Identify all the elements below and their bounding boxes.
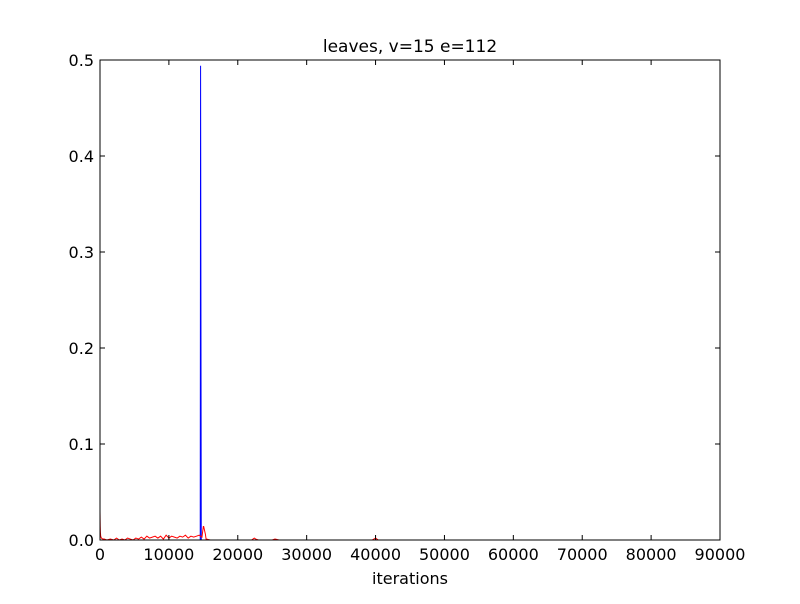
x-tick-label: 40000 <box>350 545 401 564</box>
x-tick-label: 0 <box>95 545 105 564</box>
x-axis-label: iterations <box>372 569 448 588</box>
x-tick-label: 50000 <box>419 545 470 564</box>
x-tick-label: 20000 <box>212 545 263 564</box>
x-tick-label: 90000 <box>695 545 746 564</box>
chart-title: leaves, v=15 e=112 <box>323 37 497 57</box>
y-tick-label: 0.5 <box>69 51 94 70</box>
x-tick-label: 70000 <box>557 545 608 564</box>
x-tick-label: 30000 <box>281 545 332 564</box>
x-axis-ticks: 0 10000 20000 30000 40000 50000 60000 70000 8000… <box>95 60 746 564</box>
x-tick-label: 10000 <box>143 545 194 564</box>
y-tick-label: 0.3 <box>69 243 94 262</box>
y-tick-label: 0.0 <box>69 531 94 550</box>
x-tick-label: 60000 <box>488 545 539 564</box>
plot-frame <box>99 59 721 541</box>
y-tick-label: 0.4 <box>69 147 94 166</box>
y-tick-label: 0.2 <box>69 339 94 358</box>
y-axis-ticks: 0.0 0.1 0.2 0.3 0.4 0.5 <box>69 51 720 550</box>
y-tick-label: 0.1 <box>69 435 94 454</box>
x-tick-label: 80000 <box>626 545 677 564</box>
